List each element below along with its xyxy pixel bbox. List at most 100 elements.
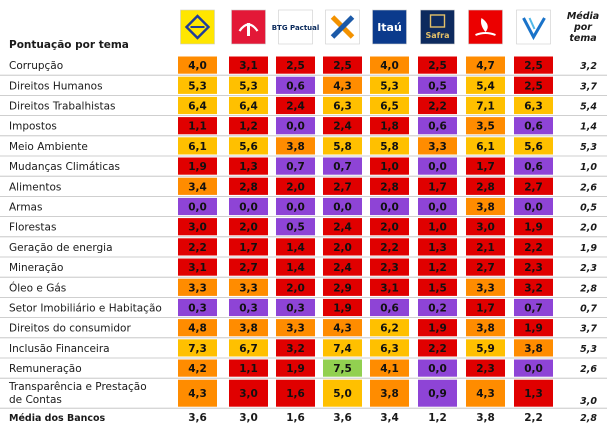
score-value: 3,3 — [286, 323, 305, 335]
row-label: Mineração — [9, 262, 63, 274]
score-value: 2,5 — [286, 60, 305, 72]
score-value: 6,7 — [239, 343, 258, 355]
score-value: 1,7 — [428, 181, 447, 193]
score-value: 2,0 — [286, 181, 305, 193]
score-cell — [466, 319, 505, 337]
score-cell — [323, 76, 362, 94]
score-cell — [370, 298, 409, 317]
score-cell — [229, 339, 268, 357]
santander-flame-icon — [481, 18, 488, 32]
score-value: 1,9 — [286, 363, 305, 375]
score-cell — [229, 56, 268, 74]
row-label: Alimentos — [9, 181, 61, 193]
score-cell — [466, 197, 505, 216]
score-cell — [370, 238, 409, 256]
score-value: 0,3 — [239, 303, 258, 315]
score-cell — [514, 197, 553, 216]
score-cell — [418, 319, 457, 337]
score-cell — [323, 258, 362, 276]
row-average: 1,0 — [580, 162, 597, 173]
score-value: 4,0 — [380, 60, 399, 72]
score-cell — [178, 379, 217, 407]
score-value: 5,3 — [239, 80, 258, 92]
score-value: 1,3 — [524, 388, 543, 400]
bradesco-trunk — [247, 23, 250, 36]
score-value: 1,7 — [239, 242, 258, 254]
row-label: Remuneração — [9, 363, 82, 375]
score-value: 3,8 — [524, 343, 543, 355]
score-cell — [229, 258, 268, 276]
score-cell — [418, 197, 457, 216]
score-value: 4,3 — [476, 388, 495, 400]
avg-column-header-line: tema — [569, 33, 596, 44]
row-label: Direitos Trabalhistas — [9, 101, 116, 113]
row-average: 5,3 — [580, 344, 597, 355]
bank-average: 1,2 — [428, 412, 447, 424]
score-value: 5,9 — [476, 343, 495, 355]
row-label: Mudanças Climáticas — [9, 161, 120, 173]
score-cell — [514, 218, 553, 236]
score-cell — [178, 197, 217, 216]
score-cell — [229, 157, 268, 175]
score-value: 3,5 — [476, 121, 495, 133]
score-value: 0,0 — [286, 202, 305, 214]
score-value: 1,0 — [428, 222, 447, 234]
score-cell — [466, 177, 505, 195]
row-average: 5,4 — [580, 102, 597, 113]
score-cell — [276, 218, 315, 236]
score-cell — [323, 197, 362, 216]
row-average: 2,8 — [580, 283, 597, 294]
score-cell — [514, 319, 553, 337]
score-value: 2,3 — [380, 262, 399, 274]
score-value: 2,0 — [333, 242, 352, 254]
score-cell — [276, 197, 315, 216]
score-value: 2,8 — [239, 181, 258, 193]
score-cell — [514, 298, 553, 317]
score-cell — [276, 96, 315, 115]
score-value: 1,3 — [239, 161, 258, 173]
score-cell — [276, 238, 315, 256]
row-average: 3,7 — [580, 324, 597, 335]
row-label: Geração de energia — [9, 242, 113, 254]
score-value: 7,5 — [333, 363, 352, 375]
bank-average: 3,4 — [380, 412, 399, 424]
score-value: 5,4 — [476, 80, 495, 92]
score-cell — [418, 218, 457, 236]
avg-column-header-line: Média — [567, 11, 599, 22]
score-cell — [276, 319, 315, 337]
row-label: Setor Imobiliário e Habitação — [9, 303, 162, 315]
score-cell — [229, 298, 268, 317]
row-label: Corrupção — [9, 60, 63, 72]
score-value: 0,0 — [428, 202, 447, 214]
score-cell — [514, 339, 553, 357]
score-value: 3,2 — [524, 282, 543, 294]
score-cell — [466, 96, 505, 115]
score-cell — [178, 298, 217, 317]
score-cell — [323, 298, 362, 317]
row-average: 2,3 — [580, 263, 597, 274]
score-cell — [229, 238, 268, 256]
score-value: 3,8 — [380, 388, 399, 400]
score-cell — [276, 56, 315, 74]
score-cell — [323, 278, 362, 296]
score-value: 5,6 — [524, 141, 543, 153]
score-cell — [323, 379, 362, 407]
row-average: 0,5 — [580, 203, 597, 214]
score-value: 6,3 — [524, 101, 543, 113]
score-cell — [514, 117, 553, 135]
row-label: Óleo e Gás — [9, 281, 66, 294]
score-value: 4,3 — [188, 388, 207, 400]
score-value: 2,0 — [286, 282, 305, 294]
score-cell — [466, 218, 505, 236]
score-value: 3,8 — [286, 141, 305, 153]
score-value: 7,4 — [333, 343, 352, 355]
score-cell — [276, 379, 315, 407]
score-value: 3,0 — [239, 388, 258, 400]
score-value: 2,5 — [428, 60, 447, 72]
score-cell — [276, 137, 315, 155]
score-cell — [370, 76, 409, 94]
overall-average: 2,8 — [580, 413, 597, 424]
santander-arc — [475, 32, 496, 36]
score-value: 2,3 — [476, 363, 495, 375]
